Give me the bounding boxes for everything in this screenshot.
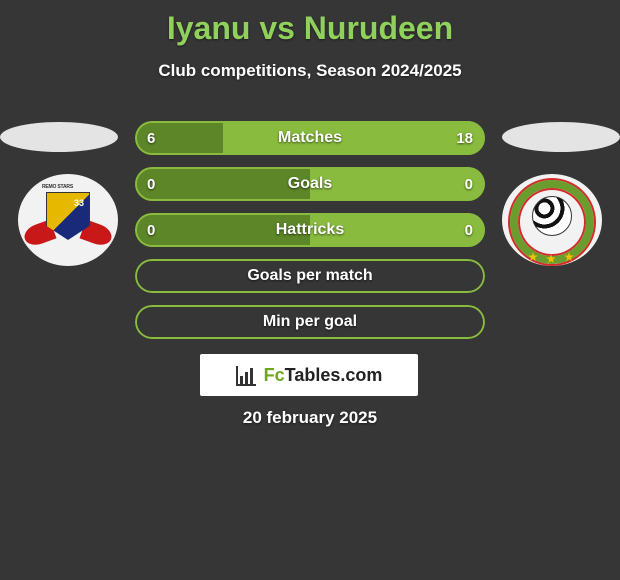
club-badge-right-art: [502, 174, 602, 266]
stat-row: Goals00: [135, 167, 485, 201]
page-title: Iyanu vs Nurudeen: [0, 0, 620, 47]
club-badge-left-art: REMO STARS 33: [18, 174, 118, 266]
stat-value-left: 0: [135, 213, 167, 247]
stat-value-left: 6: [135, 121, 167, 155]
player-placeholder-right: [502, 122, 620, 152]
brand-prefix: Fc: [264, 365, 285, 385]
brand-logo: FcTables.com: [200, 354, 418, 396]
player-placeholder-left: [0, 122, 118, 152]
date-line: 20 february 2025: [0, 408, 620, 428]
club-badge-right: [502, 174, 602, 266]
brand-suffix: Tables.com: [285, 365, 383, 385]
stat-row: Goals per match: [135, 259, 485, 293]
bar-chart-icon: [236, 364, 258, 386]
subtitle: Club competitions, Season 2024/2025: [0, 61, 620, 81]
club-badge-left: REMO STARS 33: [18, 174, 118, 266]
stat-value-right: 18: [444, 121, 485, 155]
stat-row: Matches618: [135, 121, 485, 155]
brand-text: FcTables.com: [264, 365, 383, 386]
stat-value-right: 0: [453, 167, 485, 201]
comparison-chart: Matches618Goals00Hattricks00Goals per ma…: [135, 121, 485, 351]
stat-value-left: 0: [135, 167, 167, 201]
stat-value-right: 0: [453, 213, 485, 247]
stat-row: Min per goal: [135, 305, 485, 339]
stat-row: Hattricks00: [135, 213, 485, 247]
